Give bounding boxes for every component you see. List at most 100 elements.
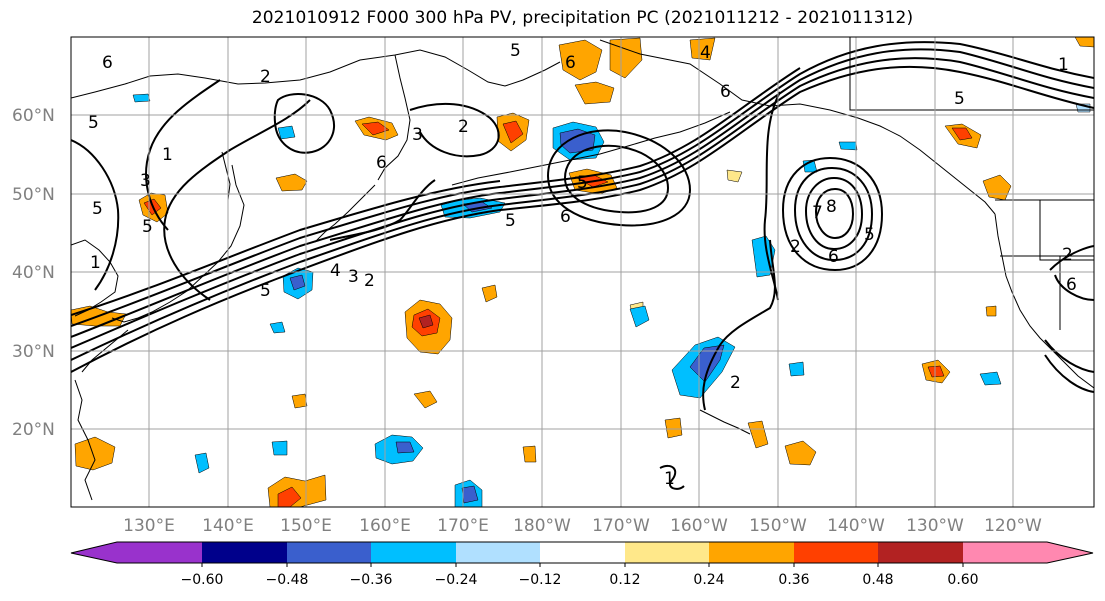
contour-label: 5 — [954, 89, 965, 109]
pv-closed-contour — [814, 187, 855, 240]
contour-label: 3 — [348, 267, 359, 287]
lat-labels: 60°N 50°N 40°N 30°N 20°N — [12, 106, 55, 440]
precip-blob — [689, 37, 716, 61]
hawaii-islands — [699, 409, 751, 435]
colorbar-labels: −0.60 −0.48 −0.36 −0.24 −0.12 0.12 0.24 … — [181, 572, 979, 588]
contour-label: 6 — [828, 247, 839, 267]
contour-label: 3 — [140, 171, 151, 191]
contour-label: 6 — [720, 82, 731, 102]
precip-blob — [629, 305, 650, 328]
lat-tick-label: 60°N — [12, 106, 55, 126]
precip-blob — [194, 452, 210, 474]
colorbar-segment — [709, 542, 794, 563]
precip-blob — [838, 141, 858, 151]
precip-blob — [291, 393, 308, 409]
precip-blob — [609, 37, 643, 79]
contour-label: 5 — [864, 225, 875, 245]
colorbar-label: 0.60 — [947, 572, 978, 588]
colorbar-label: 0.48 — [862, 572, 893, 588]
lon-labels: 130°E 140°E 150°E 160°E 170°E 180°W 170°… — [123, 516, 1042, 536]
pv-contour — [163, 99, 311, 301]
contour-label: 2 — [730, 373, 741, 393]
lon-tick-label: 170°E — [437, 516, 489, 536]
pv-contours — [71, 41, 1094, 490]
colorbar-label: 0.36 — [778, 572, 809, 588]
lon-tick-label: 130°W — [906, 516, 964, 536]
contour-label: 6 — [1066, 275, 1077, 295]
colorbar-extend-max — [1047, 542, 1093, 563]
colorbar-segment — [202, 542, 287, 563]
contour-label: 2 — [1062, 245, 1073, 265]
contour-label: 1 — [1058, 55, 1069, 75]
precip-blob — [784, 440, 817, 466]
lat-tick-label: 40°N — [12, 263, 55, 283]
precip-blob — [395, 441, 415, 454]
colorbar-label: −0.36 — [350, 572, 393, 588]
lon-tick-label: 180°W — [513, 516, 571, 536]
precip-blob — [502, 120, 524, 144]
contour-label: 5 — [142, 217, 153, 237]
contour-label: 6 — [560, 207, 571, 227]
lon-tick-label: 150°E — [280, 516, 332, 536]
precip-blob — [275, 173, 308, 192]
pv-contour — [71, 48, 1094, 349]
lat-tick-label: 30°N — [12, 342, 55, 362]
precip-blob — [418, 314, 434, 329]
precip-blob — [788, 361, 805, 377]
chart-title: 2021010912 F000 300 hPa PV, precipitatio… — [251, 8, 914, 28]
contour-labels: 6 2 5 3 2 1 5 6 4 6 5 6 5 5 5 6 5 4 3 2 … — [88, 41, 1077, 489]
contour-label: 5 — [510, 41, 521, 61]
colorbar-ticks — [201, 563, 964, 567]
contour-label: 2 — [458, 117, 469, 137]
colorbar-label: −0.60 — [181, 572, 224, 588]
contour-label: 4 — [330, 261, 341, 281]
contour-label: 7 — [812, 203, 823, 223]
precip-blob — [1074, 37, 1094, 48]
contour-label: 5 — [88, 113, 99, 133]
contour-label: 2 — [364, 271, 375, 291]
contour-label: 2 — [790, 237, 801, 257]
contour-label: 1 — [664, 469, 675, 489]
precip-blob — [413, 390, 438, 409]
colorbar-segment — [963, 542, 1047, 563]
colorbar-label: −0.12 — [519, 572, 562, 588]
pv-closed-contour — [804, 176, 864, 251]
pv-closed-contour — [273, 93, 335, 154]
precip-blob — [269, 321, 286, 334]
colorbar-segment — [625, 542, 709, 563]
asia-coast — [71, 49, 561, 99]
contour-label: 5 — [577, 173, 588, 193]
lon-tick-label: 170°W — [592, 516, 650, 536]
precip-blob — [481, 284, 498, 303]
colorbar-label: −0.48 — [266, 572, 309, 588]
pv-contour — [145, 79, 221, 231]
contour-label: 5 — [92, 199, 103, 219]
lon-tick-label: 140°W — [827, 516, 885, 536]
colorbar-segment — [878, 542, 963, 563]
pv-contour — [329, 179, 436, 241]
pv-closed-contour — [793, 166, 874, 262]
precip-blob — [558, 39, 603, 81]
precip-blob — [361, 121, 390, 136]
precip-blob — [74, 436, 116, 471]
pv-contour — [71, 65, 1094, 373]
colorbar-label: 0.24 — [693, 572, 724, 588]
colorbar-extend-min — [71, 542, 117, 563]
contour-label: 5 — [260, 281, 271, 301]
colorbar-label: −0.24 — [435, 572, 478, 588]
lon-tick-label: 120°W — [984, 516, 1042, 536]
precip-blob — [927, 365, 945, 378]
contour-label: 8 — [826, 197, 837, 217]
lat-tick-label: 50°N — [12, 185, 55, 205]
precip-blob — [574, 81, 615, 105]
pv-contour — [71, 180, 501, 316]
graticule — [71, 37, 1094, 507]
pv-closed-contour — [781, 156, 884, 272]
kamchatka-coast — [377, 54, 411, 181]
pv-contour — [659, 464, 685, 490]
pv-contour — [763, 91, 781, 301]
colorbar: −0.60 −0.48 −0.36 −0.24 −0.12 0.12 0.24 … — [70, 541, 1094, 588]
precip-blob — [979, 371, 1002, 386]
precip-blob — [985, 305, 997, 317]
